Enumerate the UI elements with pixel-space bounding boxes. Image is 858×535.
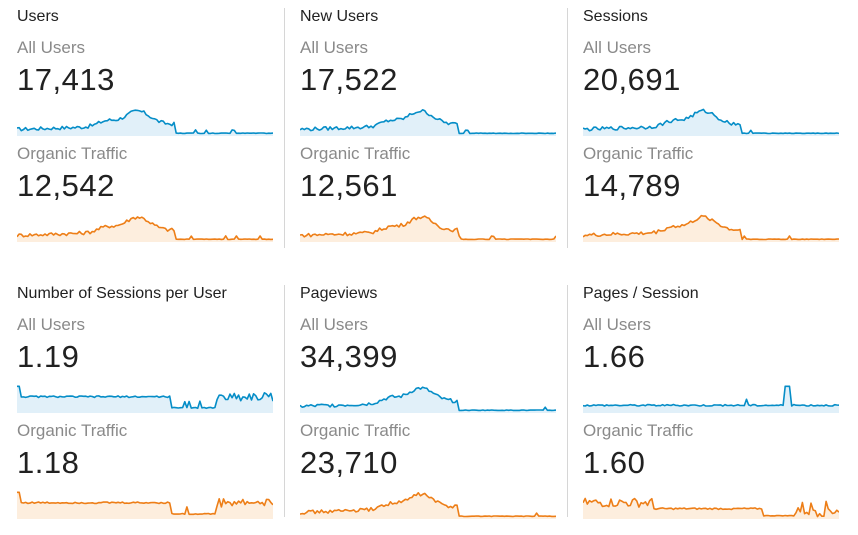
column-divider: [284, 285, 285, 517]
sparkline-line: [300, 109, 556, 135]
metric-card-pageviews[interactable]: Pageviews All Users 34,399 Organic Traff…: [300, 285, 568, 535]
metric-title: Users: [17, 8, 59, 25]
sparkline-area: [583, 215, 839, 242]
sparkline-area: [17, 492, 273, 519]
sparkline-all-users: [300, 109, 556, 136]
sparkline-line: [17, 385, 273, 410]
sparkline-area: [583, 109, 839, 136]
sparkline-line: [17, 491, 273, 516]
metric-value: 1.60: [583, 445, 646, 480]
sparkline-line: [583, 214, 839, 241]
sparkline-line: [583, 385, 839, 407]
segment-label: All Users: [300, 38, 369, 57]
metric-value: 12,561: [300, 168, 398, 203]
sparkline-area: [300, 387, 556, 413]
metric-card-pages-per-session[interactable]: Pages / Session All Users 1.66 Organic T…: [583, 285, 851, 535]
metric-card-sessions[interactable]: Sessions All Users 20,691 Organic Traffi…: [583, 8, 851, 258]
sparkline-all-users: [300, 386, 556, 413]
sparkline-all-users: [17, 109, 273, 136]
sparkline-organic-traffic: [300, 492, 556, 519]
metric-value: 12,542: [17, 168, 115, 203]
metric-title: Pages / Session: [583, 285, 699, 302]
sparkline-area: [300, 109, 556, 136]
metric-value: 1.19: [17, 339, 80, 374]
sparkline-area: [583, 386, 839, 413]
sparkline-organic-traffic: [17, 491, 273, 519]
metric-value: 1.18: [17, 445, 80, 480]
sparkline-organic-traffic: [17, 216, 273, 242]
segment-label: Organic Traffic: [300, 421, 411, 440]
sparkline-organic-traffic: [583, 214, 839, 242]
metric-card-new-users[interactable]: New Users All Users 17,522 Organic Traff…: [300, 8, 568, 258]
sparkline-area: [300, 492, 556, 519]
sparkline-line: [17, 109, 273, 135]
metric-title: New Users: [300, 8, 379, 25]
metric-value: 17,522: [300, 62, 398, 97]
sparkline-all-users: [583, 108, 839, 136]
sparkline-area: [17, 386, 273, 413]
column-divider: [567, 8, 568, 248]
sparkline-all-users: [583, 385, 839, 413]
metric-value: 1.66: [583, 339, 646, 374]
segment-label: Organic Traffic: [300, 144, 411, 163]
metric-title: Pageviews: [300, 285, 378, 302]
metric-card-users[interactable]: Users All Users 17,413 Organic Traffic 1…: [17, 8, 285, 258]
column-divider: [567, 285, 568, 517]
metric-title: Number of Sessions per User: [17, 285, 227, 302]
sparkline-area: [300, 216, 556, 242]
segment-label: Organic Traffic: [583, 421, 694, 440]
segment-label: All Users: [300, 315, 369, 334]
segment-label: All Users: [583, 315, 652, 334]
metrics-grid: Users All Users 17,413 Organic Traffic 1…: [17, 8, 851, 519]
segment-label: Organic Traffic: [17, 144, 128, 163]
metric-title: Sessions: [583, 8, 648, 25]
sparkline-line: [17, 216, 273, 241]
metric-value: 34,399: [300, 339, 398, 374]
sparkline-line: [300, 492, 556, 518]
sparkline-area: [17, 110, 273, 136]
sparkline-all-users: [17, 385, 273, 413]
metric-value: 14,789: [583, 168, 681, 203]
sparkline-line: [300, 386, 556, 412]
sparkline-line: [583, 497, 839, 518]
metric-value: 20,691: [583, 62, 681, 97]
sparkline-organic-traffic: [583, 497, 839, 519]
metric-value: 17,413: [17, 62, 115, 97]
column-divider: [284, 8, 285, 248]
sparkline-line: [583, 108, 839, 135]
sparkline-organic-traffic: [300, 215, 556, 242]
segment-label: Organic Traffic: [583, 144, 694, 163]
segment-label: Organic Traffic: [17, 421, 128, 440]
sparkline-area: [17, 217, 273, 242]
sparkline-area: [583, 498, 839, 519]
segment-label: All Users: [583, 38, 652, 57]
segment-label: All Users: [17, 38, 86, 57]
metric-value: 23,710: [300, 445, 398, 480]
metric-card-sessions-per-user[interactable]: Number of Sessions per User All Users 1.…: [17, 285, 285, 535]
sparkline-line: [300, 215, 556, 241]
segment-label: All Users: [17, 315, 86, 334]
